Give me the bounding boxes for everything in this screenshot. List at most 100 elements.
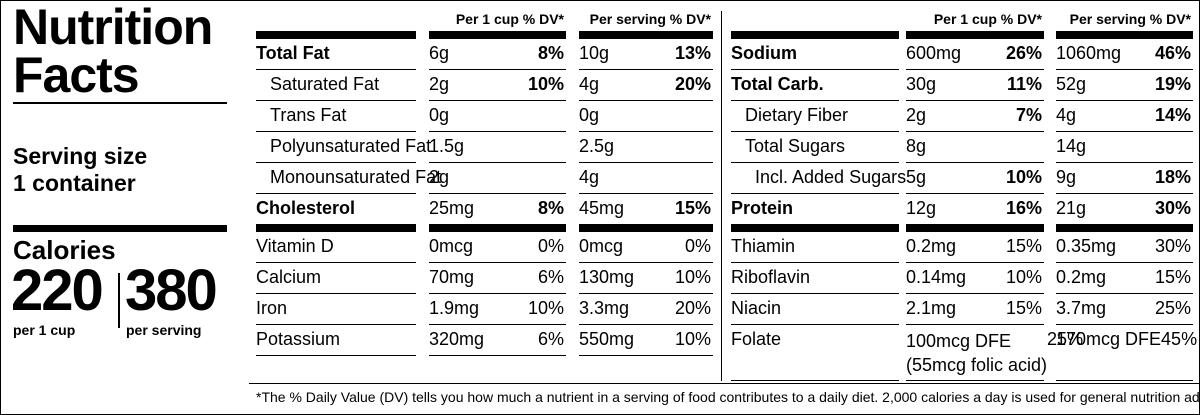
amount: 2g (429, 74, 450, 94)
daily-value: 10% (527, 74, 564, 94)
rule (13, 102, 227, 104)
amount-cell: 4g 14% (1056, 101, 1193, 132)
amount: 4g (579, 74, 600, 94)
amount-cell: 130mg 10% (579, 263, 713, 294)
amount: 1060mg (1056, 43, 1122, 63)
amount: 0.2mg (906, 236, 957, 256)
amount-cell: 5g 10% (906, 163, 1044, 194)
amount-cell: 21g 30% (1056, 194, 1193, 225)
nutrient-name: Cholesterol (256, 194, 416, 225)
thick-bar (256, 224, 416, 232)
daily-value: 20% (674, 298, 711, 318)
thick-bar (1056, 31, 1193, 39)
calories-serving-label: per serving (126, 322, 202, 338)
thick-bar (429, 224, 566, 232)
amount: 9g (1056, 167, 1077, 187)
daily-value: 25% (1154, 298, 1191, 318)
amount: 21g (1056, 198, 1087, 218)
amount: 70mg (429, 267, 475, 287)
nutrient-name: Riboflavin (731, 263, 899, 294)
amount-cell: 1060mg 46% (1056, 39, 1193, 70)
daily-value: 8% (537, 43, 564, 63)
thick-bar (579, 224, 713, 232)
daily-value: 45% (1161, 329, 1198, 349)
nutrient-name: Iron (256, 294, 416, 325)
daily-value: 0% (684, 236, 711, 256)
daily-value: 0% (537, 236, 564, 256)
amount-cell: 6g 8% (429, 39, 566, 70)
column-header: Per 1 cup % DV* (455, 11, 564, 27)
calories-label: Calories (13, 235, 116, 265)
nutrient-name: Vitamin D (256, 232, 416, 263)
daily-value: 14% (1154, 105, 1191, 125)
daily-value: 20% (674, 74, 711, 94)
thick-bar (731, 31, 899, 39)
nutrient-name: Protein (731, 194, 899, 225)
amount: 10g (579, 43, 610, 63)
amount-cell: 0.35mg 30% (1056, 232, 1193, 263)
amount-cell: 2g 10% (429, 70, 566, 101)
nutrient-name: Sodium (731, 39, 899, 70)
amount: 1.5g (429, 136, 465, 156)
nutrient-name: Polyunsaturated Fat (256, 132, 431, 163)
amount: 320mg (429, 329, 485, 349)
amount-cell: 550mg 10% (579, 325, 713, 356)
amount-cell: 0mcg 0% (579, 232, 713, 263)
thick-bar (906, 31, 1044, 39)
amount-cell: 320mg 6% (429, 325, 566, 356)
nutrient-name: Folate (731, 325, 899, 381)
amount: 2g (429, 167, 450, 187)
daily-value: 46% (1154, 43, 1191, 63)
daily-value: 15% (1154, 267, 1191, 287)
daily-value: 15% (1005, 236, 1042, 256)
amount: 12g (906, 198, 937, 218)
amount-cell: 25mg 8% (429, 194, 566, 225)
amount-cell: 9g 18% (1056, 163, 1193, 194)
amount: 0g (429, 105, 450, 125)
amount: 130mg (579, 267, 635, 287)
amount-cell: 2.1mg 15% (906, 294, 1044, 325)
serving-label: Serving size (13, 143, 148, 169)
amount-cell: 2g (429, 163, 566, 194)
daily-value: 30% (1154, 236, 1191, 256)
nutrient-name: Saturated Fat (256, 70, 416, 101)
amount-cell: 0.2mg 15% (1056, 263, 1193, 294)
amount: 52g (1056, 74, 1087, 94)
amount-note: (55mcg folic acid) (906, 355, 1048, 375)
amount: 5g (906, 167, 927, 187)
amount-cell: 0g (429, 101, 566, 132)
amount: 2g (906, 105, 927, 125)
daily-value: 10% (674, 267, 711, 287)
daily-value: 10% (1005, 167, 1042, 187)
amount-cell: 2g 7% (906, 101, 1044, 132)
amount-cell: 600mg 26% (906, 39, 1044, 70)
footnote: *The % Daily Value (DV) tells you how mu… (256, 389, 1200, 405)
column-header: Per serving % DV* (589, 11, 711, 27)
daily-value: 18% (1154, 167, 1191, 187)
amount-cell: 8g (906, 132, 1044, 163)
daily-value: 7% (1015, 105, 1042, 125)
daily-value: 10% (527, 298, 564, 318)
amount-cell: 2.5g (579, 132, 713, 163)
daily-value: 10% (1005, 267, 1042, 287)
nutrient-name: Total Carb. (731, 70, 899, 101)
nutrient-name: Niacin (731, 294, 899, 325)
amount-cell: 170mcg DFE 45% (1056, 325, 1197, 381)
daily-value: 10% (674, 329, 711, 349)
nutrient-name: Total Sugars (731, 132, 899, 163)
amount-cell: 1.9mg 10% (429, 294, 566, 325)
amount: 45mg (579, 198, 625, 218)
amount-cell: 45mg 15% (579, 194, 713, 225)
amount-cell: 30g 11% (906, 70, 1044, 101)
thick-bar (256, 31, 416, 39)
nutrient-name: Calcium (256, 263, 416, 294)
column-divider (721, 11, 722, 381)
amount: 0.35mg (1056, 236, 1117, 256)
thick-bar (731, 224, 899, 232)
serving-value: 1 container (13, 170, 136, 196)
amount: 0.2mg (1056, 267, 1107, 287)
amount: 170mcg DFE (1056, 329, 1162, 349)
amount: 8g (906, 136, 927, 156)
nutrient-name: Monounsaturated Fat (256, 163, 441, 194)
daily-value: 15% (674, 198, 711, 218)
